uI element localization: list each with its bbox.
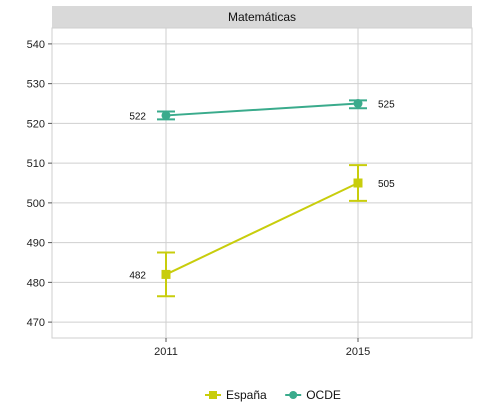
data-point	[353, 178, 363, 188]
facet-strip	[52, 6, 472, 28]
plot-panel	[51, 27, 473, 339]
legend-label: OCDE	[306, 388, 341, 402]
legend-swatch-marker	[209, 391, 217, 399]
legend-label: España	[226, 388, 267, 402]
y-tick-label: 480	[27, 277, 45, 289]
y-tick-label: 540	[27, 39, 45, 51]
axes: 470 480 490 500 510 520 530 540 2011 2015	[27, 39, 371, 358]
data-point	[353, 99, 363, 109]
data-label: 522	[129, 111, 146, 122]
legend: España OCDE	[205, 388, 341, 402]
facet-title: Matemáticas	[228, 10, 296, 24]
series-1: 482 505	[129, 164, 395, 298]
data-label: 505	[378, 179, 395, 190]
series-2: 522 525	[129, 99, 395, 122]
legend-swatch-marker	[289, 391, 298, 399]
data-label: 525	[378, 100, 395, 111]
series-line	[165, 182, 359, 276]
legend-item-1: España	[205, 388, 267, 402]
y-tick-label: 500	[27, 198, 45, 210]
series: 482 505 522 525	[129, 99, 395, 298]
y-tick-label: 490	[27, 238, 45, 250]
series-line	[165, 102, 359, 117]
y-tick-label: 470	[27, 317, 45, 329]
data-label: 482	[129, 270, 146, 281]
y-tick-label: 510	[27, 158, 45, 170]
data-point	[161, 269, 171, 279]
y-tick-label: 520	[27, 118, 45, 130]
x-tick-label: 2011	[154, 346, 178, 358]
x-tick-label: 2015	[346, 346, 370, 358]
y-tick-label: 530	[27, 79, 45, 91]
data-point	[161, 110, 171, 120]
legend-item-2: OCDE	[285, 388, 341, 402]
